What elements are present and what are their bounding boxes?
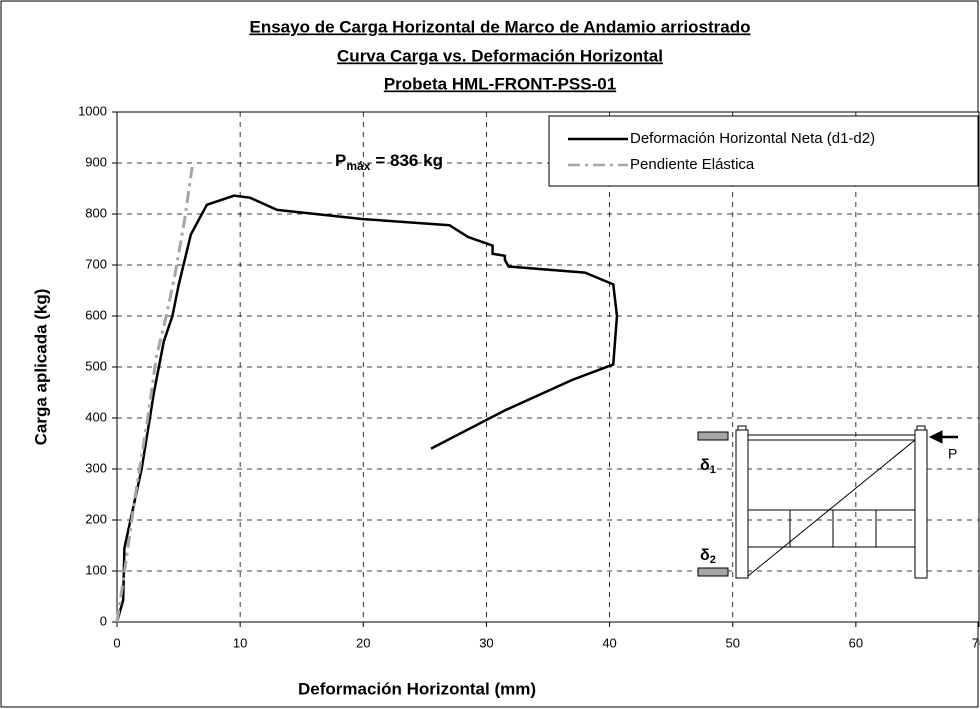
y-tick-label: 0 — [100, 613, 107, 628]
y-tick-label: 300 — [85, 460, 107, 475]
delta2-label: δ2 — [700, 547, 716, 566]
chart-subtitle: Curva Carga vs. Deformación Horizontal — [337, 46, 663, 65]
annotation: Pmáx = 836 kg — [335, 151, 443, 173]
delta1: δ — [700, 457, 710, 474]
x-tick-label: 60 — [849, 635, 863, 650]
delta1-sub: 1 — [710, 464, 716, 476]
delta1-label: δ1 — [700, 457, 716, 476]
plot-area: 0 100 200 300 400 500 600 700 800 900 1000 0 10 20 30 4… — [78, 103, 980, 650]
legend-label: Deformación Horizontal Neta (d1-d2) — [630, 130, 875, 147]
x-axis-label: Deformación Horizontal (mm) — [298, 679, 536, 698]
x-tick-label: 70 — [972, 635, 980, 650]
x-tick-label: 10 — [233, 635, 247, 650]
x-tick-label: 30 — [479, 635, 493, 650]
y-tick-label: 100 — [85, 562, 107, 577]
x-tick-label: 40 — [602, 635, 616, 650]
chart-title: Ensayo de Carga Horizontal de Marco de A… — [250, 17, 751, 36]
y-axis-label: Carga aplicada (kg) — [31, 289, 50, 446]
x-tick-label: 50 — [725, 635, 739, 650]
frame-diagram — [697, 425, 958, 579]
annotation-sub: máx — [346, 159, 370, 173]
legend-label: Pendiente Elástica — [630, 156, 755, 173]
y-tick-label: 400 — [85, 409, 107, 424]
x-tick-label: 20 — [356, 635, 370, 650]
y-tick-label: 200 — [85, 511, 107, 526]
y-tick-label: 700 — [85, 256, 107, 271]
y-tick-label: 500 — [85, 358, 107, 373]
force-label: P — [948, 446, 957, 462]
y-tick-label: 600 — [85, 307, 107, 322]
series-line — [115, 194, 619, 623]
y-tick-label: 800 — [85, 205, 107, 220]
legend: Deformación Horizontal Neta (d1-d2) Pendi… — [548, 115, 979, 187]
annotation-rest: = 836 kg — [375, 151, 443, 170]
chart-subtitle: Probeta HML-FRONT-PSS-01 — [384, 74, 616, 93]
y-tick-label: 1000 — [78, 103, 107, 118]
y-tick-label: 900 — [85, 154, 107, 169]
annotation-p: P — [335, 151, 346, 170]
delta2-sub: 2 — [710, 554, 716, 566]
legend-box — [548, 115, 979, 187]
delta2: δ — [700, 547, 710, 564]
x-tick-label: 0 — [113, 635, 120, 650]
series-line — [115, 166, 194, 623]
